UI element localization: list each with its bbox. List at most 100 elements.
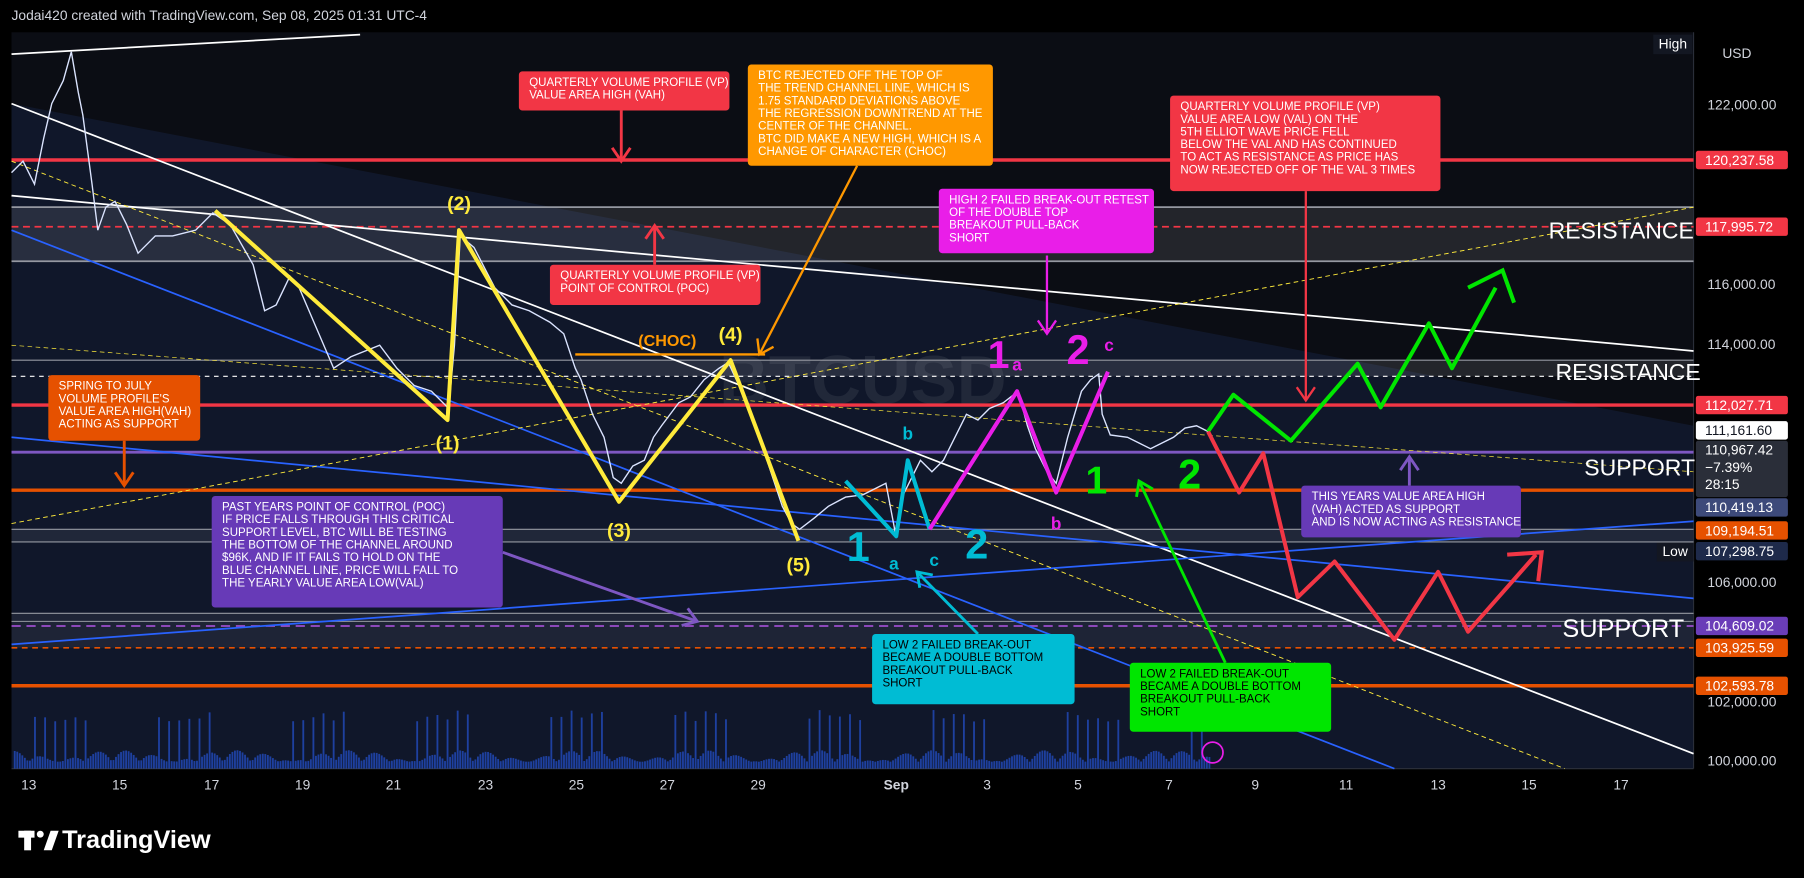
volume-bar (828, 715, 831, 769)
support-zone (11, 613, 1694, 648)
volume-bar (902, 753, 905, 769)
volume-bar (282, 760, 284, 769)
volume-bar (340, 754, 343, 769)
volume-bar (198, 718, 201, 769)
volume-bar (502, 760, 505, 769)
volume-bar (231, 751, 234, 769)
volume-bar (466, 714, 469, 769)
volume-bar (1097, 718, 1099, 769)
header-title: Jodai420 created with TradingView.com, S… (12, 8, 428, 23)
volume-bar (530, 761, 532, 769)
volume-bar (740, 756, 743, 769)
last-price-text: −7.39% (1705, 460, 1752, 475)
volume-bar (223, 759, 226, 769)
volume-bar (803, 758, 806, 769)
volume-bar (1000, 761, 1003, 769)
volume-bar (1038, 751, 1041, 769)
wave-path (213, 209, 801, 542)
volume-bar (1074, 753, 1077, 769)
annotation-box (211, 495, 503, 608)
volume-bar (497, 758, 500, 769)
volume-bar (838, 716, 841, 769)
resistance-zone (11, 207, 1694, 262)
volume-bar (423, 758, 426, 769)
volume-bar (449, 756, 451, 769)
volume-bar (56, 761, 59, 769)
volume-bar (1162, 755, 1165, 769)
volume-bar (694, 720, 697, 769)
arrow-head (915, 570, 934, 588)
volume-bar (36, 756, 39, 769)
volume-bar (1021, 755, 1024, 769)
arrow-head (1135, 478, 1154, 498)
annotation-box (518, 71, 730, 111)
volume-bar (1193, 759, 1196, 769)
volume-bar (957, 752, 960, 769)
resistance-zone (575, 360, 1694, 377)
volume-bar (416, 721, 419, 769)
arrow-head (113, 471, 135, 489)
volume-bar (482, 752, 484, 769)
volume-bar (1046, 751, 1049, 769)
volume-bar (259, 754, 262, 769)
price-level-label: 120,237.58 (1705, 153, 1774, 168)
volume-bar (489, 752, 492, 769)
volume-bar (560, 716, 563, 769)
volume-bar (294, 760, 297, 769)
volume-bar (697, 758, 700, 769)
volume-bar (968, 758, 970, 769)
volume-bar (135, 757, 138, 769)
volume-bar (919, 758, 922, 769)
price-level-badge (1695, 521, 1788, 540)
volume-bar (315, 755, 317, 769)
volume-bar (155, 756, 158, 769)
volume-bar (28, 760, 31, 769)
volume-bar (122, 750, 125, 769)
volume-bar (1054, 758, 1056, 769)
volume-bar (555, 761, 558, 769)
volume-bar (864, 760, 867, 769)
volume-bar (350, 750, 353, 769)
volume-bar (330, 757, 333, 769)
volume-bar (375, 752, 378, 769)
volume-bar (1069, 751, 1072, 769)
volume-bar (16, 751, 19, 769)
volume-bar (94, 752, 97, 769)
volume-bar (737, 755, 740, 769)
volume-bar (608, 758, 611, 769)
volume-bar (1198, 759, 1201, 769)
volume-bar (104, 754, 107, 769)
volume-bar (390, 760, 393, 769)
arrow-head (1036, 319, 1058, 336)
volume-bar (21, 755, 24, 769)
volume-bar (1051, 755, 1054, 769)
volume-bar (601, 711, 603, 769)
annotation-text: THE BOTTOM OF THE CHANNEL AROUND (222, 539, 452, 551)
volume-bar (206, 753, 209, 769)
volume-bar (178, 720, 181, 769)
volume-bar (509, 757, 512, 769)
volume-bar (914, 758, 917, 769)
wave-label: 2 (1178, 451, 1201, 497)
arrow-line (758, 165, 859, 355)
wave-label: a (1012, 355, 1022, 375)
volume-bar (1006, 759, 1008, 769)
volume-bar (352, 752, 355, 769)
volume-bar (406, 761, 408, 769)
volume-bar (408, 761, 411, 769)
volume-bar (69, 758, 72, 769)
volume-bar (730, 756, 732, 769)
volume-bar (309, 759, 312, 769)
price-level-badge (1695, 638, 1788, 658)
volume-bar (23, 757, 26, 769)
volume-bar (833, 761, 836, 769)
volume-bar (137, 760, 140, 769)
volume-bar (512, 758, 515, 769)
volume-bar (165, 761, 168, 769)
volume-bar (1099, 759, 1102, 769)
zone-label: SUPPORT (1584, 455, 1695, 481)
volume-bar (142, 758, 145, 769)
time-tick-label: 17 (204, 778, 219, 793)
volume-bar (876, 760, 879, 769)
